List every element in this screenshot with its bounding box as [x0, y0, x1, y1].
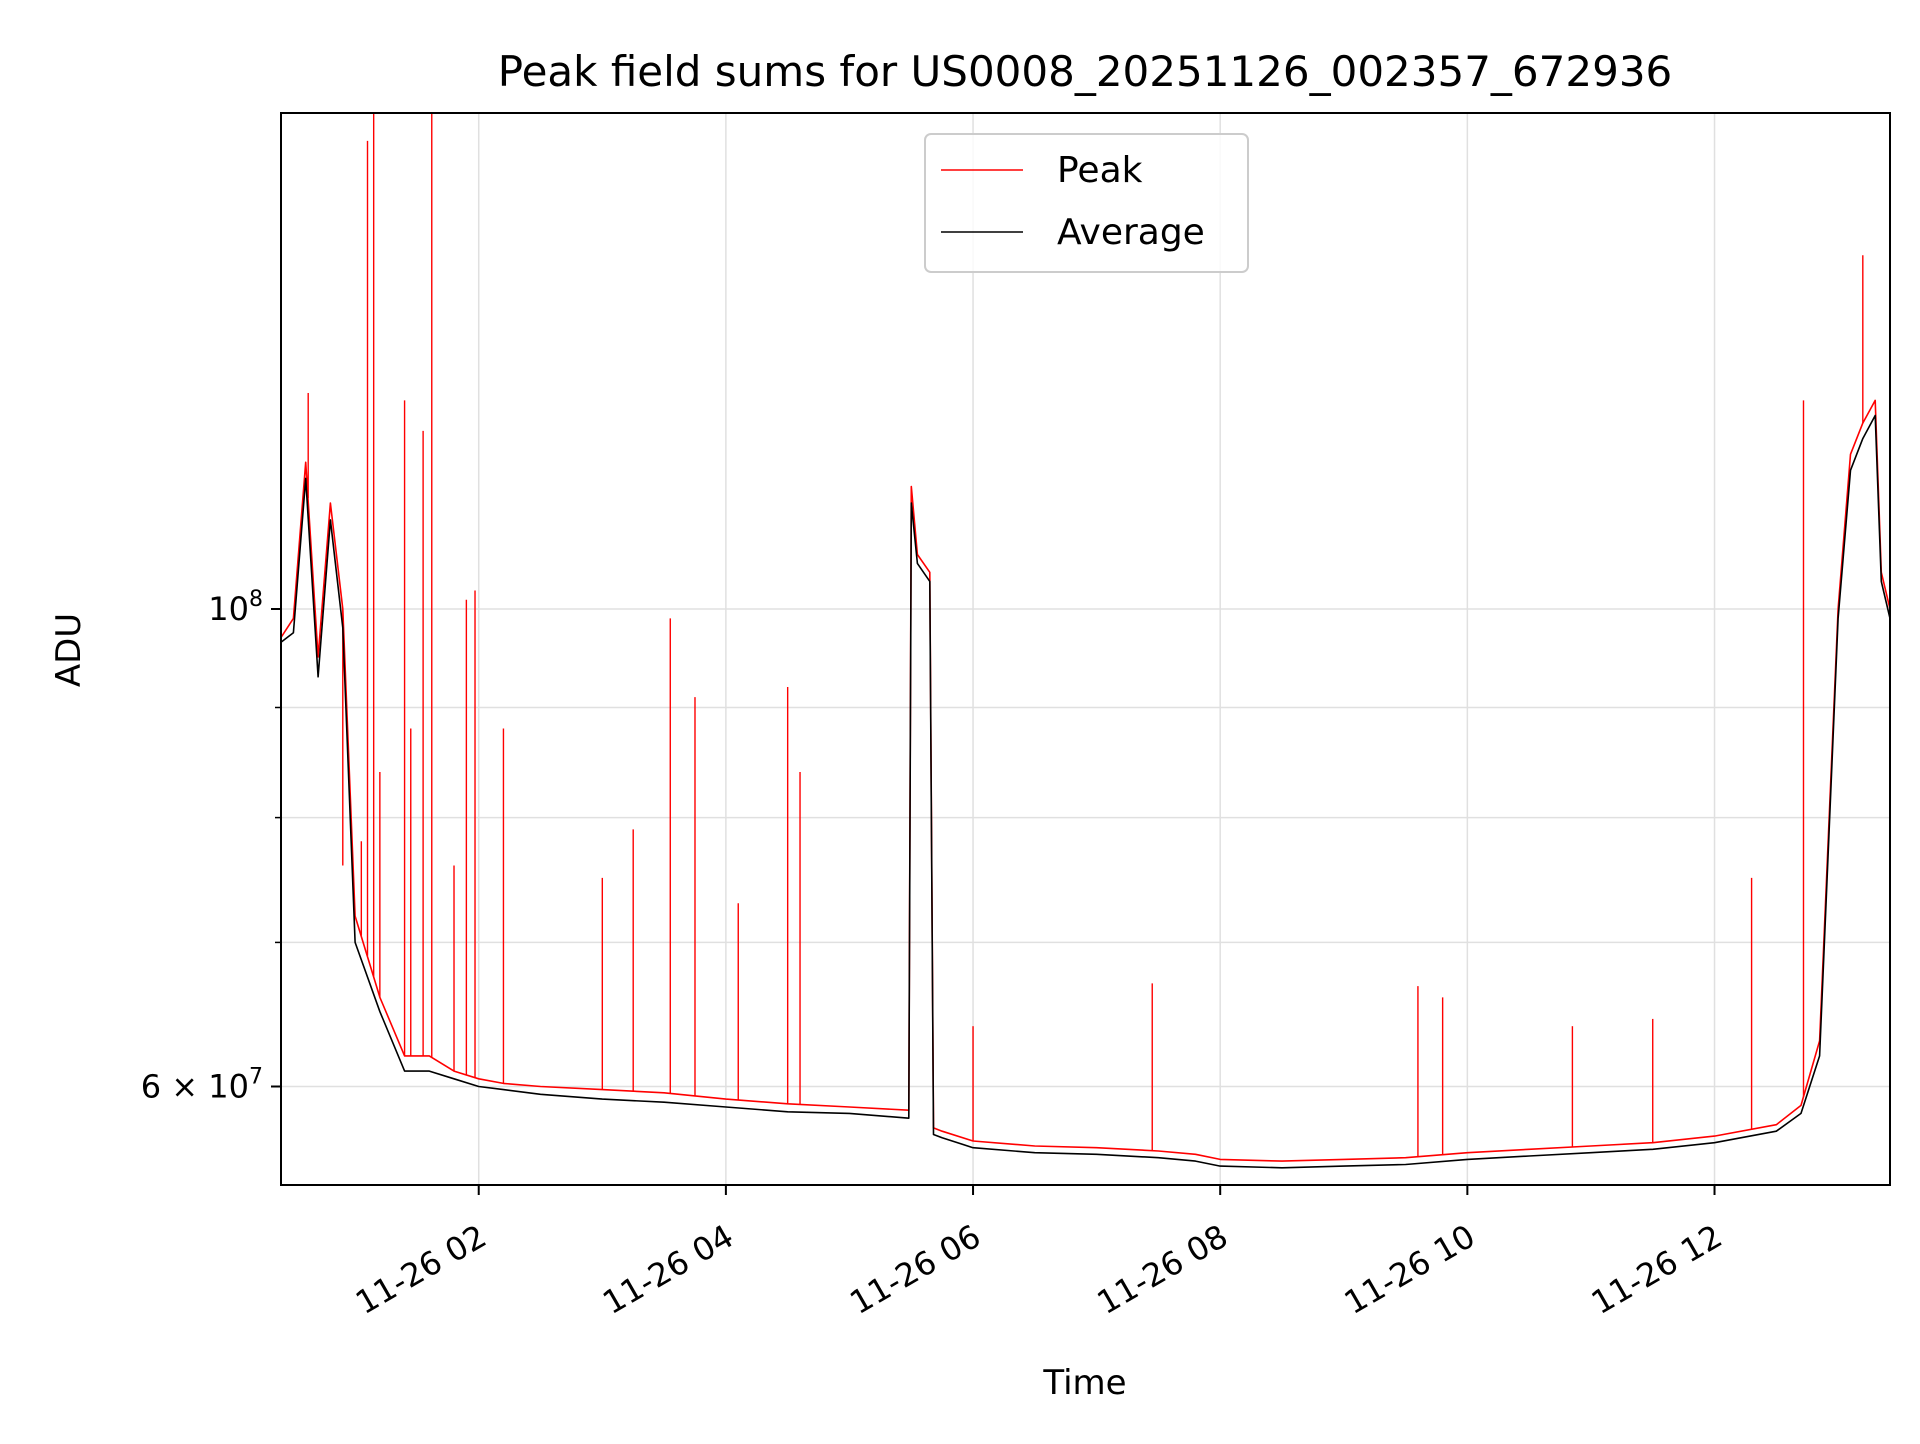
legend: Peak Average: [924, 133, 1249, 273]
series-layer: [281, 113, 1890, 1169]
y-tick-label: 108: [208, 587, 263, 628]
series-line-peak: [281, 399, 1890, 1162]
plot-frame: [280, 112, 1891, 1186]
chart-title: Peak field sums for US0008_20251126_0023…: [498, 47, 1673, 96]
x-axis-label: Time: [1042, 1363, 1126, 1403]
y-axis-label: ADU: [49, 613, 89, 687]
grid-layer: [281, 113, 1890, 1185]
legend-box: [924, 133, 1249, 273]
y-tick-label: 6 × 107: [141, 1065, 263, 1106]
legend-peak-label: Peak: [1057, 150, 1143, 191]
legend-average-label: Average: [1057, 212, 1205, 253]
series-line-average: [281, 414, 1890, 1169]
